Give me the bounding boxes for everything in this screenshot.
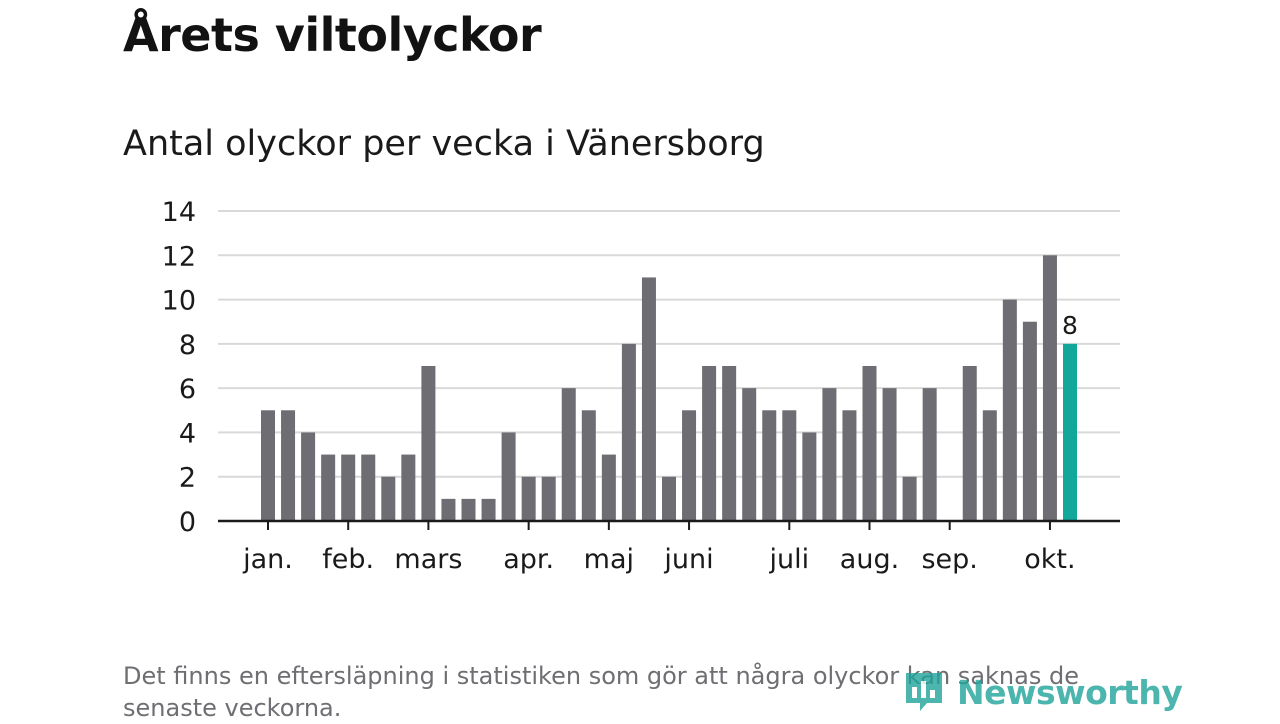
bar bbox=[1042, 255, 1057, 522]
y-tick-label: 4 bbox=[179, 418, 196, 449]
bar bbox=[341, 454, 356, 521]
bar bbox=[501, 432, 516, 521]
bars bbox=[261, 255, 1077, 522]
x-ticks bbox=[267, 521, 1051, 530]
chart-title: Årets viltolyckor bbox=[123, 8, 542, 62]
bar bbox=[301, 432, 316, 521]
highlight-value-label: 8 bbox=[1062, 311, 1078, 340]
y-tick-label: 6 bbox=[179, 374, 196, 405]
bar bbox=[902, 476, 917, 521]
bar bbox=[261, 410, 275, 521]
newsworthy-logo[interactable]: Newsworthy bbox=[903, 670, 1183, 714]
bar bbox=[662, 476, 676, 521]
bar bbox=[461, 498, 476, 521]
bar-chart: 0 2 4 6 8 10 12 14 jan. feb. mars apr. maj juni juli a… bbox=[162, 197, 1120, 575]
bar bbox=[722, 366, 737, 521]
y-tick-label: 2 bbox=[179, 463, 196, 494]
x-tick-labels: jan. feb. mars apr. maj juni juli aug. sep. okt. bbox=[242, 544, 1075, 575]
x-tick-label: maj bbox=[584, 544, 634, 575]
bar bbox=[581, 410, 596, 521]
x-tick-label: juli bbox=[768, 544, 809, 575]
newsworthy-logo-text: Newsworthy bbox=[957, 672, 1183, 712]
bar bbox=[281, 410, 296, 521]
bar bbox=[361, 454, 376, 521]
bar bbox=[541, 476, 556, 521]
y-tick-label: 0 bbox=[179, 507, 196, 538]
newsworthy-logo-icon bbox=[906, 673, 942, 711]
x-tick-label: sep. bbox=[921, 544, 977, 575]
bar bbox=[962, 366, 977, 521]
bar bbox=[982, 410, 997, 521]
bar bbox=[882, 388, 897, 521]
x-tick-label: okt. bbox=[1024, 544, 1075, 575]
y-tick-label: 10 bbox=[162, 286, 196, 317]
bar bbox=[1022, 321, 1037, 521]
bar bbox=[1002, 299, 1017, 521]
bar bbox=[601, 454, 616, 521]
bar bbox=[481, 498, 496, 521]
x-tick-label: mars bbox=[394, 544, 462, 575]
bar bbox=[802, 432, 817, 521]
bar bbox=[381, 476, 396, 521]
x-tick-label: feb. bbox=[322, 544, 374, 575]
y-tick-label: 14 bbox=[162, 197, 196, 228]
bar bbox=[421, 366, 436, 521]
bar bbox=[621, 343, 636, 521]
bar bbox=[842, 410, 857, 521]
bar bbox=[682, 410, 697, 521]
bar bbox=[762, 410, 777, 521]
bar bbox=[441, 498, 456, 521]
x-tick-label: apr. bbox=[503, 544, 554, 575]
y-tick-labels: 0 2 4 6 8 10 12 14 bbox=[162, 197, 196, 538]
bar bbox=[521, 476, 536, 521]
bar bbox=[862, 366, 877, 521]
bar bbox=[561, 388, 576, 521]
x-tick-label: juni bbox=[663, 544, 713, 575]
bar bbox=[742, 388, 757, 521]
bar bbox=[702, 366, 717, 521]
bar bbox=[822, 388, 837, 521]
y-tick-label: 12 bbox=[162, 241, 196, 272]
highlight-bar bbox=[1063, 343, 1077, 521]
bar bbox=[922, 388, 937, 521]
x-tick-label: aug. bbox=[840, 544, 899, 575]
y-tick-label: 8 bbox=[179, 330, 196, 361]
bar bbox=[401, 454, 416, 521]
bar bbox=[641, 277, 656, 521]
bar bbox=[321, 454, 336, 521]
x-tick-label: jan. bbox=[242, 544, 293, 575]
bar bbox=[782, 410, 797, 521]
chart-subtitle: Antal olyckor per vecka i Vänersborg bbox=[123, 124, 765, 164]
